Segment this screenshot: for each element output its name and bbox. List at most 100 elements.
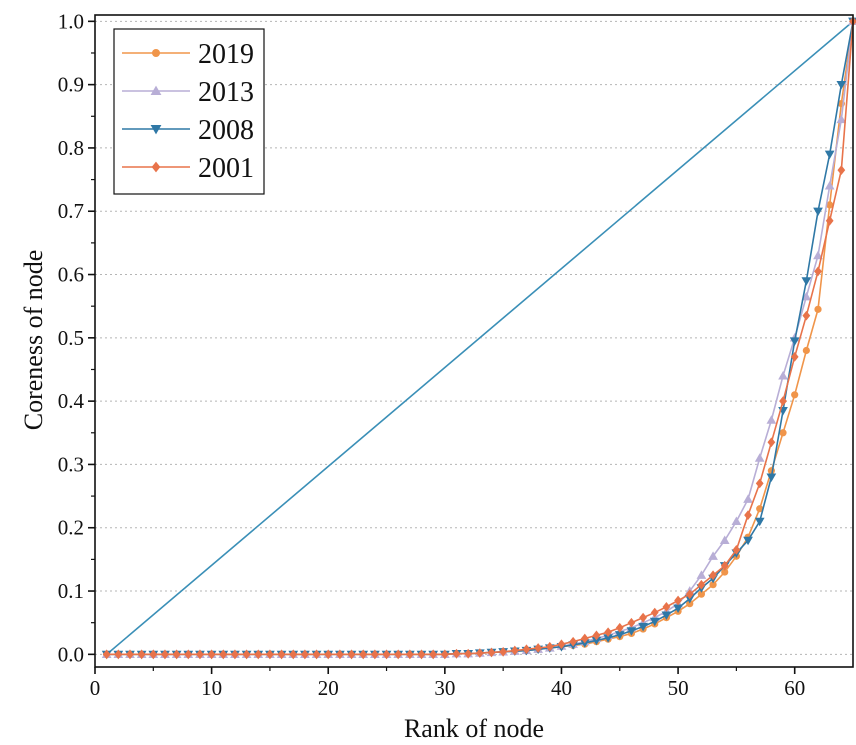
x-tick-label: 60	[784, 676, 805, 700]
data-point	[254, 649, 263, 660]
y-tick-label: 0.6	[58, 263, 84, 287]
data-point	[801, 277, 812, 286]
data-point	[802, 346, 810, 355]
data-point	[114, 649, 123, 660]
data-point	[638, 622, 648, 632]
data-point	[709, 570, 717, 581]
data-point	[766, 415, 777, 424]
data-point	[579, 639, 590, 648]
data-point	[837, 165, 846, 175]
data-point	[499, 646, 508, 657]
data-point	[766, 473, 777, 482]
legend-marker	[150, 85, 162, 96]
x-tick-label: 50	[668, 676, 689, 700]
data-point	[696, 570, 707, 579]
data-point	[604, 627, 612, 638]
data-point	[312, 649, 321, 660]
data-point	[161, 649, 169, 660]
data-point	[650, 607, 659, 618]
data-point	[779, 429, 787, 437]
data-point	[102, 649, 111, 660]
data-point	[684, 594, 695, 604]
data-point	[301, 649, 309, 660]
data-point	[697, 579, 706, 590]
legend-label: 2013	[198, 77, 254, 108]
legend-label: 2008	[198, 115, 254, 146]
data-point	[557, 639, 566, 650]
data-point	[754, 453, 765, 462]
data-point	[336, 649, 344, 660]
data-point	[673, 604, 683, 613]
data-point	[719, 535, 730, 545]
y-tick-label: 0.7	[58, 199, 84, 223]
data-point	[126, 649, 134, 660]
data-point	[137, 649, 146, 660]
data-point	[743, 536, 753, 546]
reference-diagonal-line	[106, 20, 854, 655]
y-tick-label: 0.3	[58, 452, 84, 476]
data-point	[266, 649, 274, 660]
data-point	[836, 80, 847, 90]
y-tick-label: 0.2	[58, 516, 84, 540]
data-point	[661, 611, 672, 620]
series-layer	[101, 16, 856, 660]
data-point	[429, 649, 438, 660]
data-point	[510, 645, 519, 656]
legend-item: 2019	[122, 39, 254, 70]
x-tick-label: 40	[551, 676, 572, 700]
data-point	[242, 649, 251, 660]
data-point	[614, 631, 625, 640]
data-point	[791, 391, 799, 399]
data-point	[801, 291, 812, 301]
data-point	[452, 648, 461, 659]
legend-item: 2008	[122, 115, 254, 146]
data-point	[219, 649, 228, 660]
data-point	[779, 396, 787, 406]
data-point	[789, 337, 800, 346]
data-point	[626, 627, 637, 636]
data-point	[207, 649, 216, 660]
data-point	[743, 494, 753, 503]
data-point	[697, 590, 706, 598]
data-point	[721, 568, 729, 576]
data-point	[731, 516, 742, 526]
data-point	[756, 505, 764, 513]
legend-marker	[152, 49, 160, 57]
data-point	[522, 644, 531, 655]
data-point	[592, 630, 601, 641]
data-point	[836, 114, 847, 124]
data-point	[824, 181, 835, 190]
x-tick-label: 30	[434, 676, 455, 700]
data-point	[744, 510, 752, 520]
data-point	[826, 201, 834, 209]
data-point	[767, 437, 776, 448]
data-point	[732, 545, 741, 555]
y-tick-label: 1.0	[58, 9, 84, 33]
legend-marker	[151, 161, 161, 173]
data-point	[370, 649, 379, 660]
data-point	[417, 649, 426, 660]
y-tick-label: 0.8	[58, 136, 84, 160]
y-tick-label: 0.1	[58, 579, 84, 603]
data-point	[754, 517, 765, 527]
y-tick-label: 0.0	[58, 642, 84, 666]
data-point	[686, 600, 694, 608]
data-point	[591, 636, 602, 646]
legend-marker	[150, 124, 162, 135]
data-point	[814, 305, 822, 313]
data-point	[813, 250, 823, 260]
data-point	[487, 647, 496, 658]
y-tick-label: 0.9	[58, 73, 84, 97]
data-point	[802, 310, 811, 321]
data-point	[277, 649, 286, 660]
data-point	[755, 478, 764, 489]
data-point	[685, 589, 694, 600]
data-point	[825, 215, 834, 226]
series-2001	[102, 16, 856, 660]
data-point	[627, 617, 636, 628]
data-point	[231, 649, 239, 660]
data-point	[569, 636, 578, 647]
legend-item: 2001	[122, 153, 254, 184]
data-point	[347, 649, 356, 660]
